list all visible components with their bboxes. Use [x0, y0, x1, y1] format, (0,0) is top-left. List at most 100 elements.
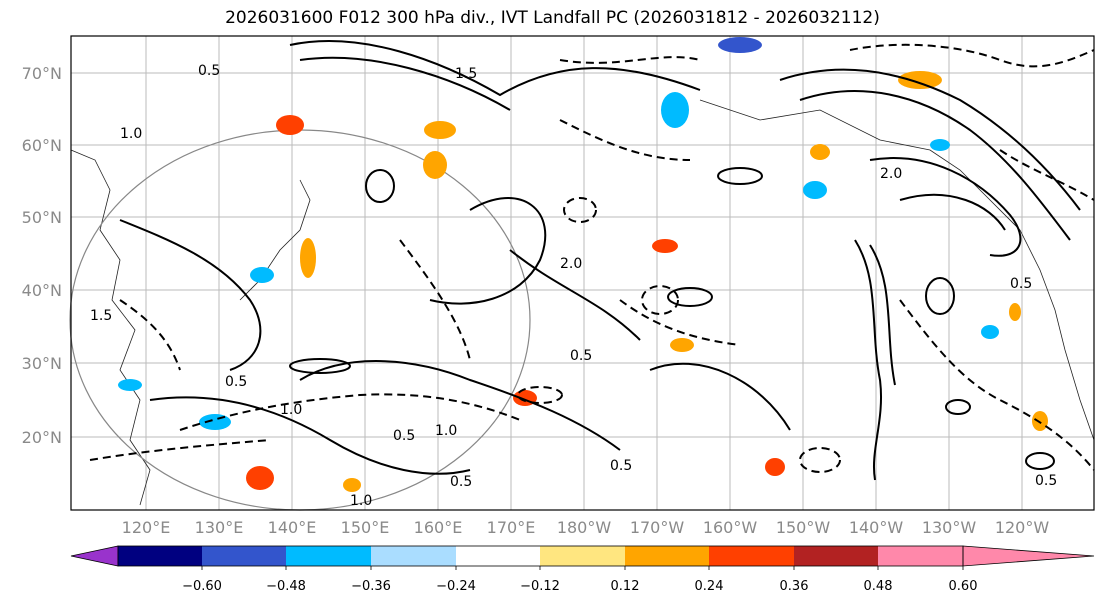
- contour-line: [667, 287, 713, 307]
- shade-patch: [898, 71, 942, 89]
- colorbar-outline: [117, 545, 964, 567]
- coastline-north-america: [1019, 229, 1095, 441]
- contour-value-label: 0.5: [1010, 276, 1032, 292]
- shade-patch: [930, 139, 950, 151]
- shade-patch: [246, 466, 274, 490]
- contour-line: [1025, 452, 1055, 470]
- lon-label: 160°W: [703, 518, 758, 537]
- ivt-contours-solid: [119, 40, 1081, 481]
- colorbar-tick-label: 0.48: [864, 579, 893, 594]
- colorbar-extend-max: [962, 545, 1095, 567]
- contour-line: [945, 399, 971, 415]
- contour-line: [619, 299, 741, 346]
- lon-label: 140°E: [268, 518, 317, 537]
- map-title: 2026031600 F012 300 hPa div., IVT Landfa…: [225, 8, 880, 28]
- contour-line: [649, 362, 791, 431]
- contour-line: [399, 239, 471, 361]
- shade-patch: [661, 92, 689, 128]
- shade-patch: [424, 121, 456, 139]
- colorbar-segment: [202, 546, 286, 566]
- contour-value-label: 1.0: [120, 126, 142, 142]
- lon-label: 120°W: [995, 518, 1050, 537]
- map-background: [71, 36, 1094, 510]
- lat-label: 70°N: [22, 64, 62, 83]
- colorbar-segment: [118, 546, 202, 566]
- contour-line: [89, 439, 271, 461]
- contour-line: [289, 40, 701, 97]
- contour-line: [799, 90, 1071, 241]
- contour-line: [179, 393, 521, 431]
- contour-line: [289, 358, 351, 374]
- shade-patch: [423, 151, 447, 179]
- contour-value-label: 0.5: [225, 374, 247, 390]
- colorbar-tick-label: 0.36: [780, 579, 809, 594]
- shade-patch: [765, 458, 785, 476]
- lat-label: 20°N: [22, 428, 62, 447]
- lat-label: 40°N: [22, 281, 62, 300]
- ivt-contours-dashed: [89, 43, 1095, 473]
- shade-patch: [1032, 411, 1048, 431]
- colorbar-segment: [878, 546, 963, 566]
- map-frame: [70, 35, 1095, 511]
- lon-label: 170°W: [630, 518, 685, 537]
- colorbar-segment: [709, 546, 794, 566]
- colorbar: −0.60 −0.48 −0.36 −0.24 −0.12 0.12 0.24 0.36 0.4…: [70, 545, 1095, 594]
- contour-value-label: 1.5: [90, 308, 112, 324]
- lon-label: 150°E: [341, 518, 390, 537]
- lon-label: 120°E: [122, 518, 171, 537]
- contour-value-label: 2.0: [880, 166, 902, 182]
- colorbar-tick-label: 0.60: [949, 579, 978, 594]
- shade-patch: [1009, 303, 1021, 321]
- contour-line: [869, 157, 1022, 257]
- lon-label: 150°W: [776, 518, 831, 537]
- contour-value-label: 1.0: [350, 493, 372, 509]
- lon-label: 180°W: [557, 518, 612, 537]
- lat-label: 60°N: [22, 136, 62, 155]
- contour-value-label: 1.5: [455, 66, 477, 82]
- shade-patch: [118, 379, 142, 391]
- contour-value-label: 0.5: [1035, 473, 1057, 489]
- contour-line: [559, 56, 701, 64]
- shade-patch: [670, 338, 694, 352]
- shade-patch: [199, 414, 231, 430]
- contour-line: [563, 197, 597, 223]
- contour-value-label: 0.5: [450, 474, 472, 490]
- contour-line: [869, 244, 896, 386]
- contour-value-label: 1.0: [435, 423, 457, 439]
- colorbar-segment: [371, 546, 456, 566]
- shade-patch: [300, 238, 316, 278]
- contour-value-label: 2.0: [560, 256, 582, 272]
- shade-patch: [343, 478, 361, 492]
- coastlines: [70, 99, 1095, 506]
- lat-label: 50°N: [22, 208, 62, 227]
- lon-label: 130°W: [922, 518, 977, 537]
- colorbar-segment: [794, 546, 878, 566]
- contour-line: [365, 169, 395, 203]
- contour-value-label: 0.5: [610, 458, 632, 474]
- shade-patch: [276, 115, 304, 135]
- colorbar-tick-label: −0.60: [182, 579, 222, 594]
- longitude-labels: 120°E 130°E 140°E 150°E 160°E 170°E 180°W 170°W…: [122, 518, 1050, 537]
- contour-value-label: 1.0: [280, 402, 302, 418]
- contour-line: [119, 299, 181, 371]
- colorbar-tick-label: 0.12: [611, 579, 640, 594]
- lat-label: 30°N: [22, 354, 62, 373]
- contour-line: [429, 197, 547, 305]
- contour-line: [517, 386, 563, 404]
- coastline-alaska: [699, 99, 1021, 231]
- contour-line: [559, 119, 691, 161]
- contour-line: [899, 193, 1006, 231]
- contour-value-label: 0.5: [393, 428, 415, 444]
- colorbar-tick-label: −0.36: [351, 579, 391, 594]
- shade-patch: [803, 181, 827, 199]
- colorbar-segment: [286, 546, 371, 566]
- lon-label: 130°E: [195, 518, 244, 537]
- contour-line: [899, 299, 1095, 471]
- colorbar-segment: [456, 546, 540, 566]
- contour-line: [854, 239, 882, 481]
- graticule: [71, 36, 1094, 510]
- colorbar-segment: [625, 546, 709, 566]
- coastline-asia: [70, 149, 151, 506]
- contour-line: [641, 285, 679, 315]
- contour-line: [999, 149, 1095, 201]
